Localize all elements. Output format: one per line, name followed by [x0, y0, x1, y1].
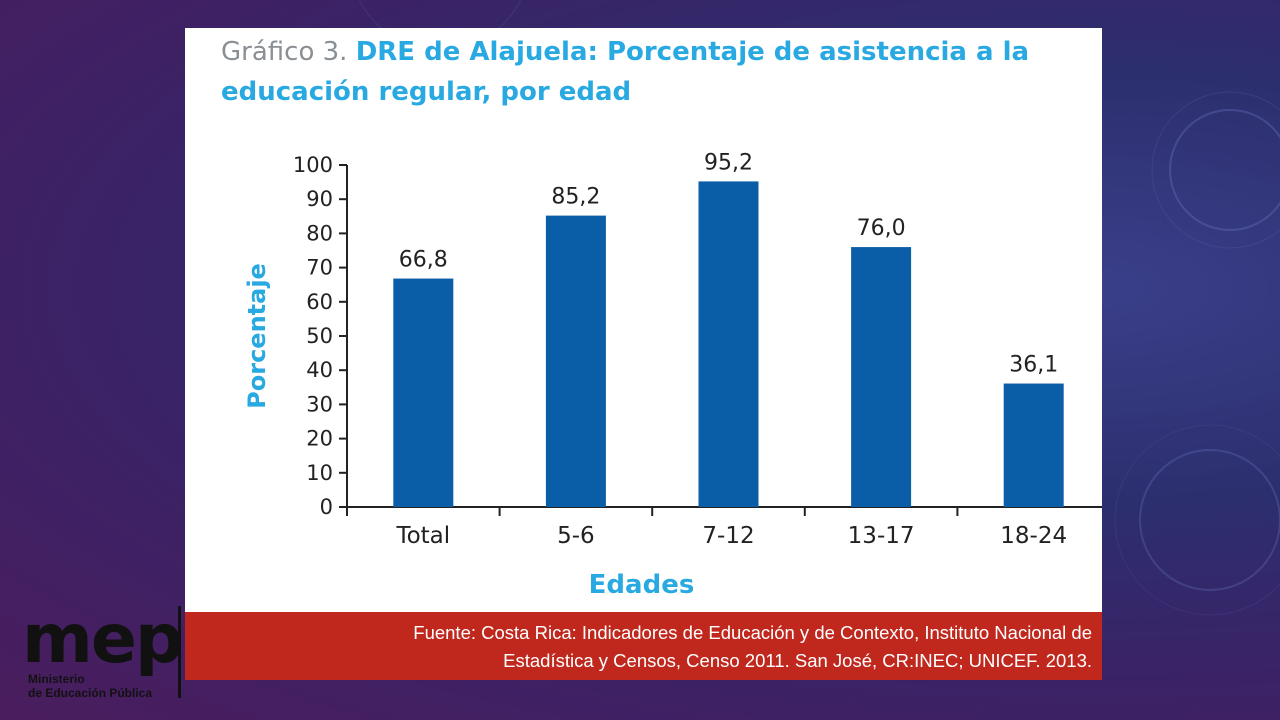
mep-logo: mep Ministerio de Educación Pública	[22, 600, 192, 708]
bar-Total	[393, 278, 454, 507]
y-tick-label: 10	[306, 461, 333, 485]
logo-subtitle-1: Ministerio	[28, 672, 85, 686]
bar-7-12	[698, 181, 759, 507]
y-tick-label: 20	[306, 427, 333, 451]
chart-panel: Gráfico 3. DRE de Alajuela: Porcentaje d…	[185, 28, 1102, 612]
y-tick-label: 90	[306, 187, 333, 211]
data-label: 76,0	[857, 216, 906, 241]
y-axis-title: Porcentaje	[243, 263, 271, 409]
logo-wordmark: mep	[22, 600, 184, 679]
y-tick-label: 40	[306, 358, 333, 382]
x-tick-label: 18-24	[1000, 523, 1067, 549]
title-main: DRE de Alajuela: Porcentaje de asistenci…	[221, 37, 1030, 107]
bar-chart: 0 10 20 30 40 50 60 70 80 90 100 66,8 Total 85,2 5-6 95…	[243, 150, 1102, 600]
bar-18-24	[1003, 383, 1064, 507]
y-tick-label: 30	[306, 392, 333, 416]
logo-subtitle-2: de Educación Pública	[28, 686, 153, 700]
source-note: Fuente: Costa Rica: Indicadores de Educa…	[185, 612, 1102, 680]
data-label: 66,8	[399, 248, 448, 273]
source-line-2: Estadística y Censos, Censo 2011. San Jo…	[503, 650, 1092, 671]
x-axis-title: Edades	[589, 570, 695, 600]
y-tick-label: 0	[320, 495, 333, 519]
x-tick-label: 5-6	[557, 523, 595, 549]
x-tick-label: 13-17	[848, 523, 915, 549]
title-lead: Gráfico 3.	[221, 37, 356, 67]
bar-5-6	[545, 215, 606, 507]
y-tick-label: 100	[293, 153, 333, 177]
y-tick-label: 80	[306, 221, 333, 245]
logo-subtitle: Ministerio de Educación Pública	[28, 672, 152, 700]
y-tick-label: 60	[306, 290, 333, 314]
chart-title: Gráfico 3. DRE de Alajuela: Porcentaje d…	[221, 32, 1081, 112]
bar-13-17	[851, 247, 912, 507]
data-label: 95,2	[704, 150, 753, 175]
y-tick-label: 70	[306, 256, 333, 280]
source-line-1: Fuente: Costa Rica: Indicadores de Educa…	[413, 622, 1092, 643]
x-tick-label: 7-12	[702, 523, 754, 549]
data-label: 36,1	[1009, 353, 1058, 378]
y-tick-label: 50	[306, 324, 333, 348]
x-tick-label: Total	[395, 523, 450, 549]
logo-divider	[178, 606, 181, 698]
data-label: 85,2	[551, 185, 600, 210]
